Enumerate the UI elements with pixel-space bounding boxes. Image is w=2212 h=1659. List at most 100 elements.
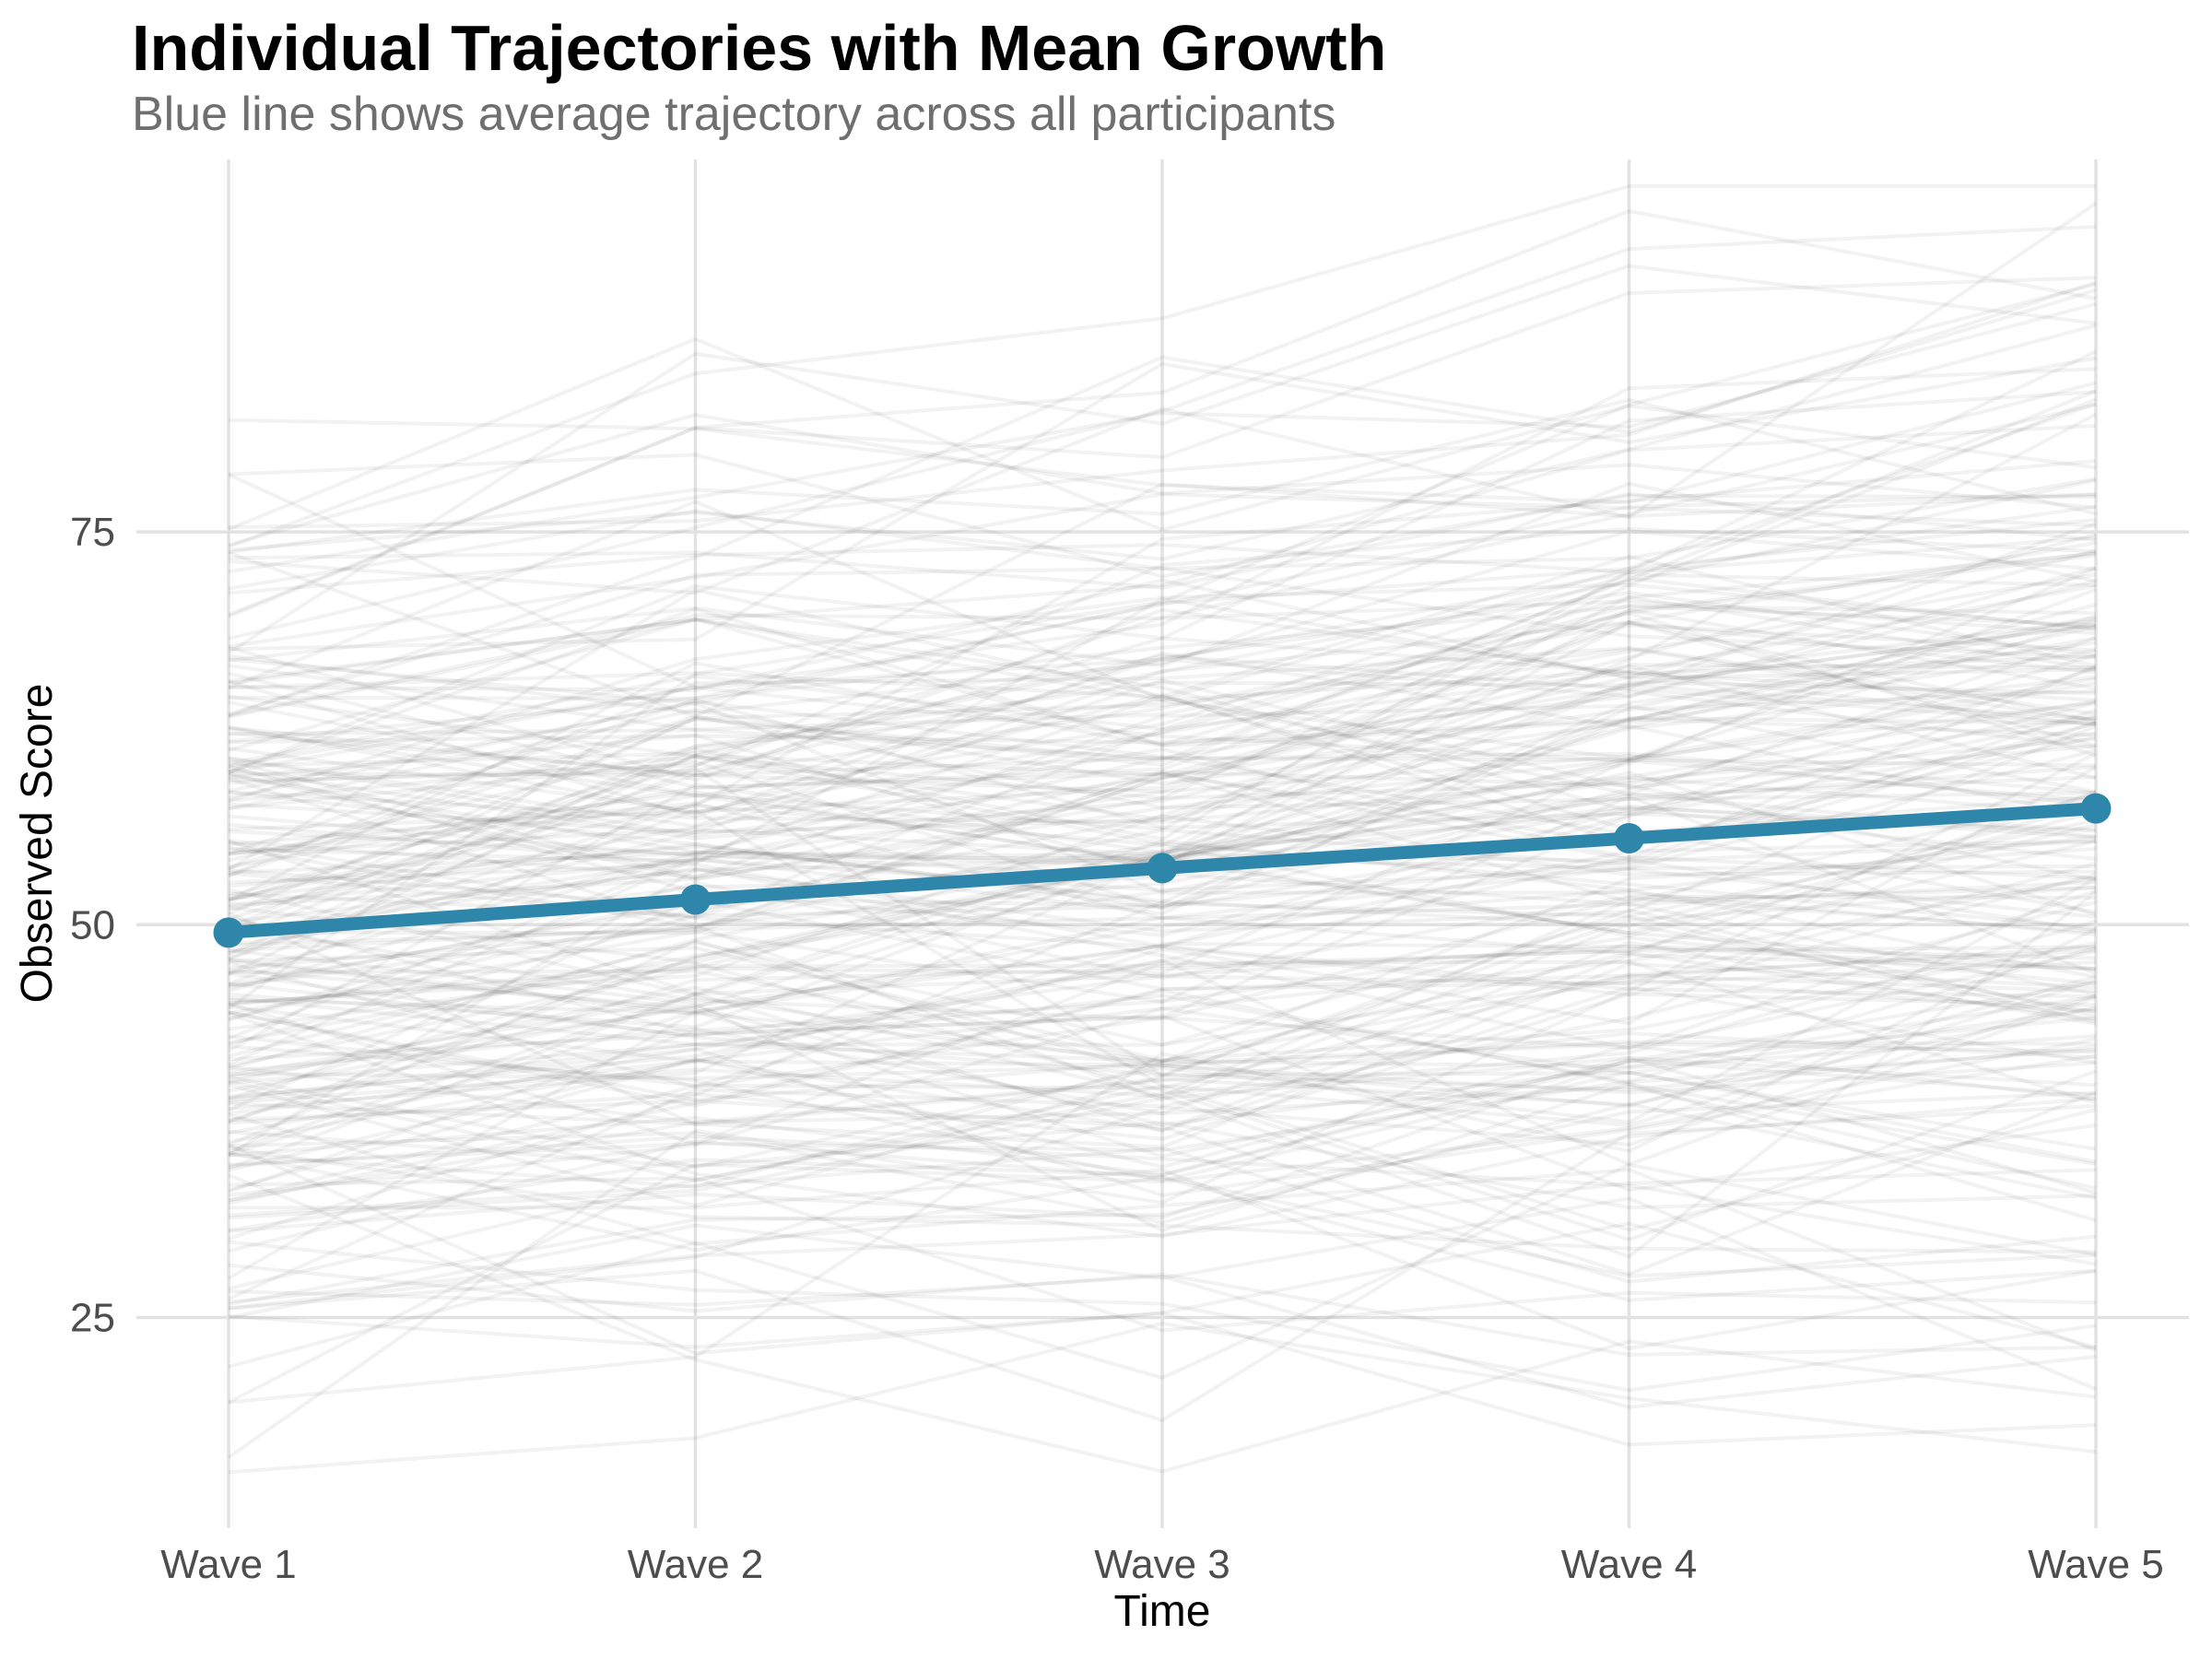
participant-trajectory	[228, 880, 2097, 1022]
mean-point-wave-5	[2080, 793, 2112, 824]
participant-trajectory	[228, 724, 2097, 909]
participant-trajectory	[228, 771, 2097, 920]
participant-trajectory	[228, 994, 2097, 1069]
participant-trajectory	[228, 839, 2097, 1014]
participant-trajectory	[228, 866, 2097, 1051]
participant-trajectory	[228, 492, 2097, 744]
participant-trajectory	[228, 423, 2097, 684]
participant-trajectory	[228, 1147, 2097, 1284]
participant-trajectory	[228, 877, 2097, 1170]
participant-trajectory	[228, 1168, 2097, 1304]
participant-trajectory	[228, 678, 2097, 835]
participant-trajectory	[228, 184, 2096, 548]
participant-trajectory	[228, 736, 2097, 1053]
participant-trajectory	[228, 985, 2097, 1154]
participant-trajectory	[228, 803, 2097, 928]
participant-trajectory	[228, 1075, 2097, 1210]
participant-trajectory	[228, 940, 2097, 1115]
participant-trajectory	[228, 623, 2097, 904]
participant-trajectory	[228, 412, 2097, 1021]
participant-trajectory	[228, 948, 2097, 1233]
participant-trajectory	[228, 1079, 2097, 1232]
participant-trajectory	[228, 945, 2097, 1085]
tick-label-layer: 25 50 75 Wave 1 Wave 2 Wave 3 Wave 4 Wave 5	[70, 510, 2164, 1587]
participant-trajectory	[228, 492, 2097, 649]
participant-trajectory	[228, 1146, 2097, 1254]
participant-trajectory	[228, 995, 2097, 1077]
participant-trajectory	[228, 946, 2097, 1167]
participant-trajectory	[228, 814, 2097, 987]
participant-trajectory	[228, 1009, 2097, 1159]
participant-trajectory	[228, 948, 2097, 1089]
participant-trajectory	[228, 791, 2097, 908]
participant-trajectory	[228, 636, 2097, 745]
participant-trajectory	[228, 758, 2097, 1068]
participant-trajectory	[228, 653, 2097, 1047]
participant-trajectory	[228, 694, 2097, 931]
x-tick-label-wave-5: Wave 5	[2028, 1542, 2164, 1587]
participant-trajectory	[228, 951, 2097, 1102]
participant-trajectory	[228, 721, 2097, 929]
participant-trajectory	[228, 751, 2097, 864]
participant-trajectory	[228, 1176, 2097, 1333]
participant-trajectory	[228, 620, 2097, 732]
participant-trajectory	[228, 625, 2097, 818]
participant-trajectory	[228, 790, 2097, 1017]
participant-trajectory	[228, 647, 2097, 878]
participant-trajectory	[228, 646, 2097, 877]
participant-trajectory	[228, 641, 2097, 1241]
participant-trajectory	[228, 553, 2097, 774]
participant-trajectory	[228, 804, 2097, 938]
participant-trajectory	[228, 526, 2097, 899]
participant-trajectory	[228, 522, 2097, 921]
participant-trajectory	[228, 1037, 2097, 1405]
participant-trajectory	[228, 532, 2097, 976]
participant-trajectory	[228, 664, 2097, 912]
participant-trajectory	[228, 876, 2097, 1116]
participant-trajectory	[228, 807, 2097, 1127]
participant-trajectory	[228, 1043, 2097, 1172]
participant-trajectory	[228, 855, 2097, 1099]
participant-trajectory	[228, 402, 2097, 701]
participant-trajectory	[228, 971, 2097, 1092]
participant-trajectory	[228, 689, 2097, 841]
participant-trajectory	[228, 694, 2097, 914]
participant-trajectory	[228, 390, 2097, 774]
participant-trajectory	[228, 961, 2097, 1241]
participant-trajectory	[228, 607, 2097, 782]
participant-trajectory	[228, 604, 2097, 994]
participant-trajectory	[228, 839, 2097, 1124]
participant-trajectory	[228, 1047, 2097, 1197]
participant-trajectory	[228, 801, 2097, 961]
participant-trajectory	[228, 864, 2097, 947]
participant-trajectory	[228, 1040, 2097, 1189]
participant-trajectory	[228, 618, 2097, 870]
participant-trajectory	[228, 993, 2097, 1100]
mean-point-wave-3	[1147, 853, 1178, 884]
individual-trajectories-layer	[227, 184, 2098, 1475]
participant-trajectory	[228, 582, 2097, 803]
participant-trajectory	[228, 922, 2097, 1102]
participant-trajectory	[228, 535, 2097, 595]
participant-trajectory	[228, 611, 2097, 778]
participant-trajectory	[228, 1006, 2097, 1203]
participant-trajectory	[228, 301, 2097, 574]
participant-trajectory	[228, 579, 2097, 747]
participant-trajectory	[228, 994, 2097, 1311]
participant-trajectory	[228, 847, 2097, 1064]
chart-title: Individual Trajectories with Mean Growth	[132, 12, 1387, 84]
participant-trajectory	[228, 666, 2097, 1071]
participant-trajectory	[228, 731, 2097, 1036]
participant-trajectory	[228, 402, 2097, 785]
participant-trajectory	[228, 356, 2097, 652]
participant-trajectory	[228, 944, 2097, 1093]
participant-trajectory	[228, 1274, 2097, 1409]
participant-trajectory	[228, 481, 2097, 668]
participant-trajectory	[228, 389, 2097, 931]
participant-trajectory	[228, 806, 2097, 1045]
participant-trajectory	[228, 1044, 2097, 1182]
participant-trajectory	[228, 623, 2097, 1066]
participant-trajectory	[228, 717, 2097, 910]
participant-trajectory	[228, 941, 2097, 1063]
